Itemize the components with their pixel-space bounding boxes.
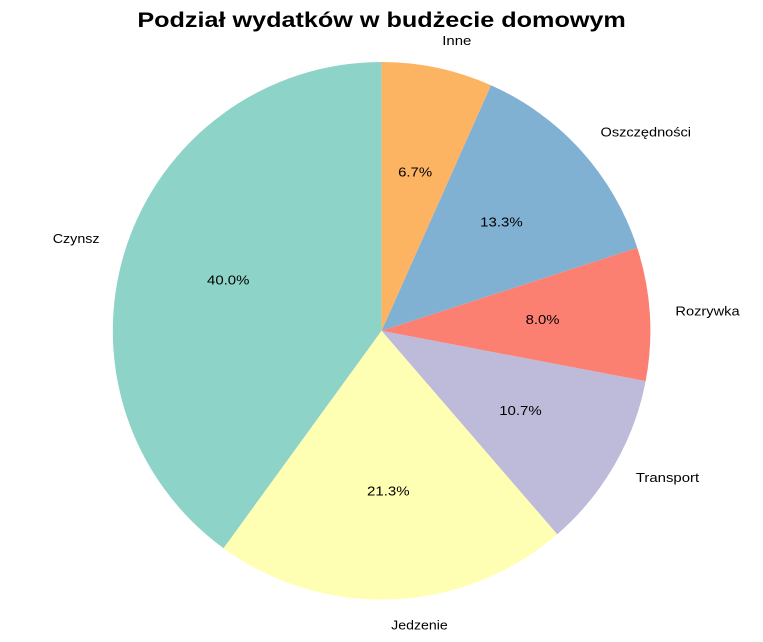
svg-text:6.7%: 6.7% [398, 165, 432, 180]
svg-text:21.3%: 21.3% [367, 483, 410, 498]
svg-text:Transport: Transport [636, 470, 700, 485]
svg-text:40.0%: 40.0% [207, 272, 250, 287]
svg-text:Inne: Inne [442, 33, 471, 48]
svg-text:13.3%: 13.3% [480, 214, 523, 229]
svg-text:Jedzenie: Jedzenie [391, 618, 448, 633]
svg-text:Rozrywka: Rozrywka [675, 304, 740, 319]
svg-text:Oszczędności: Oszczędności [601, 124, 692, 139]
svg-text:8.0%: 8.0% [526, 312, 560, 327]
svg-text:10.7%: 10.7% [499, 403, 542, 418]
svg-text:Podział wydatków w budżecie do: Podział wydatków w budżecie domowym [137, 8, 626, 32]
svg-text:Czynsz: Czynsz [53, 231, 100, 246]
